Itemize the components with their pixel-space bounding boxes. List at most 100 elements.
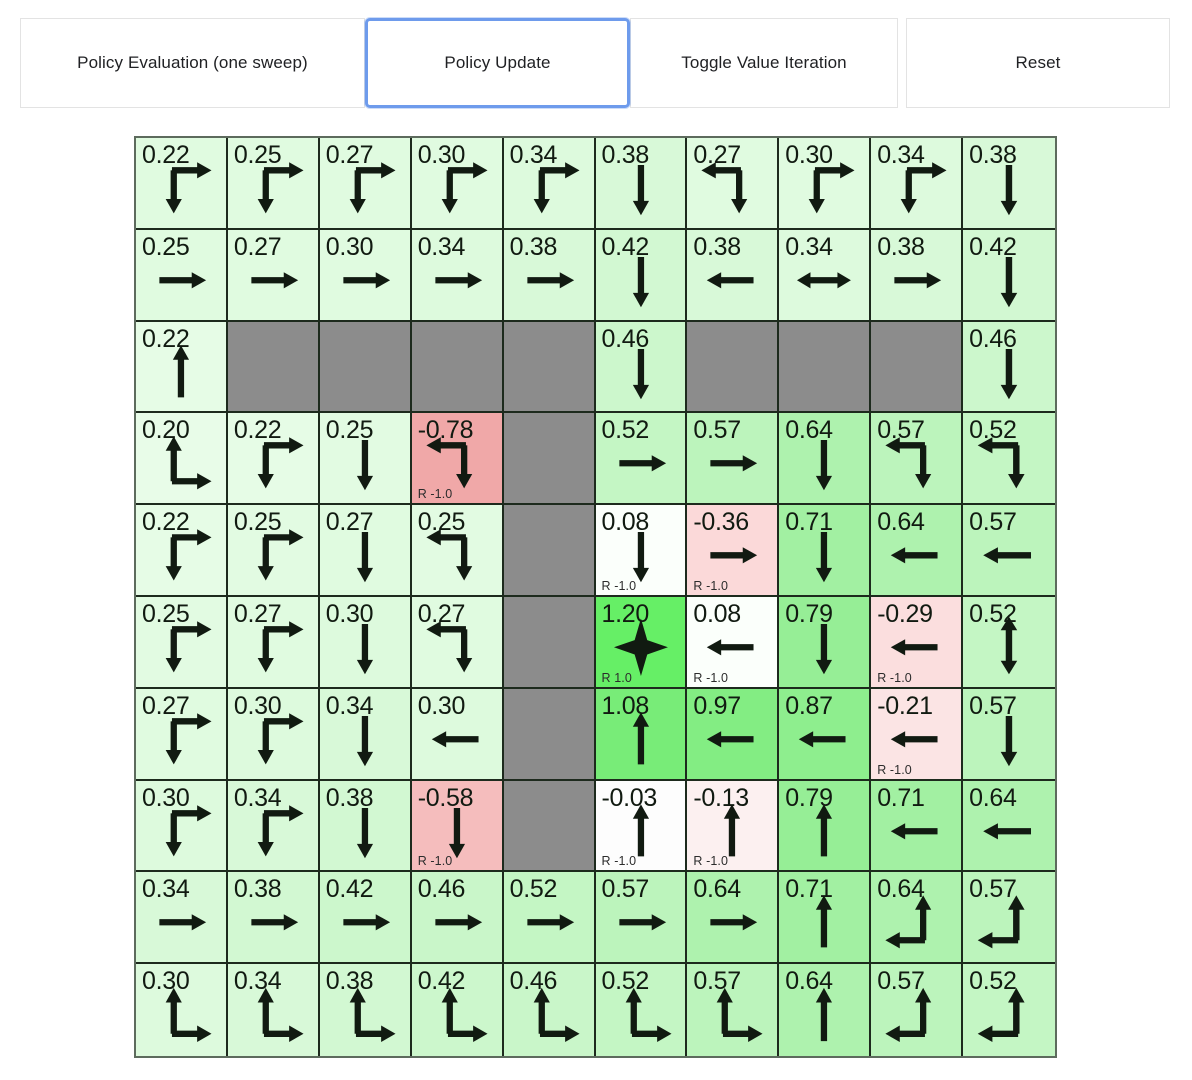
grid-cell[interactable]: 0.42: [963, 229, 1055, 322]
gridworld-grid[interactable]: 0.22 0.25 0.27 0.30 0.34 0.38 0.27 0.30 0.34 0.38…: [136, 138, 1055, 1056]
grid-cell[interactable]: 0.34: [227, 964, 320, 1056]
grid-cell[interactable]: 0.64: [687, 872, 780, 965]
grid-cell[interactable]: 0.30: [319, 597, 412, 689]
grid-cell-wall[interactable]: [319, 321, 412, 414]
policy-update-button[interactable]: Policy Update: [365, 18, 630, 108]
grid-cell[interactable]: 0.25: [227, 505, 320, 597]
grid-cell[interactable]: 0.34: [411, 229, 504, 322]
grid-cell[interactable]: 0.34: [779, 229, 872, 322]
grid-cell[interactable]: 1.20 R 1.0: [595, 597, 688, 689]
grid-cell[interactable]: -0.29 R -1.0: [871, 597, 964, 689]
grid-cell[interactable]: 0.64: [779, 964, 872, 1056]
grid-cell[interactable]: 0.57: [963, 688, 1055, 781]
grid-cell[interactable]: 0.38: [319, 964, 412, 1056]
grid-cell[interactable]: 0.30: [411, 138, 504, 230]
grid-cell[interactable]: 0.22: [136, 138, 228, 230]
grid-cell[interactable]: 0.87: [779, 688, 872, 781]
grid-cell[interactable]: -0.36 R -1.0: [687, 505, 780, 597]
grid-cell[interactable]: 0.25: [136, 597, 228, 689]
grid-cell[interactable]: 0.64: [871, 872, 964, 965]
grid-cell[interactable]: 0.38: [595, 138, 688, 230]
grid-cell[interactable]: 0.46: [595, 321, 688, 414]
grid-cell[interactable]: 0.25: [136, 229, 228, 322]
grid-cell[interactable]: 0.42: [319, 872, 412, 965]
grid-cell[interactable]: 0.52: [503, 872, 596, 965]
grid-cell[interactable]: 0.57: [963, 872, 1055, 965]
grid-cell[interactable]: 0.08 R -1.0: [687, 597, 780, 689]
grid-cell[interactable]: 0.27: [227, 229, 320, 322]
grid-cell[interactable]: 0.46: [963, 321, 1055, 414]
grid-cell[interactable]: 0.30: [779, 138, 872, 230]
grid-cell[interactable]: -0.78 R -1.0: [411, 413, 504, 506]
grid-cell[interactable]: 0.27: [411, 597, 504, 689]
toggle-value-iteration-button[interactable]: Toggle Value Iteration: [630, 18, 898, 108]
grid-cell[interactable]: 0.57: [963, 505, 1055, 597]
grid-cell[interactable]: 0.27: [687, 138, 780, 230]
grid-cell[interactable]: 0.64: [963, 780, 1055, 873]
grid-cell-wall[interactable]: [411, 321, 504, 414]
grid-cell[interactable]: 0.38: [227, 872, 320, 965]
grid-cell[interactable]: 0.52: [595, 413, 688, 506]
grid-cell[interactable]: 0.22: [227, 413, 320, 506]
grid-cell-wall[interactable]: [779, 321, 872, 414]
grid-cell[interactable]: 0.71: [779, 872, 872, 965]
grid-cell[interactable]: -0.03 R -1.0: [595, 780, 688, 873]
policy-evaluation-button[interactable]: Policy Evaluation (one sweep): [20, 18, 365, 108]
grid-cell[interactable]: 0.97: [687, 688, 780, 781]
grid-cell-wall[interactable]: [871, 321, 964, 414]
grid-cell[interactable]: 0.34: [227, 780, 320, 873]
grid-cell[interactable]: 0.42: [411, 964, 504, 1056]
grid-cell[interactable]: -0.13 R -1.0: [687, 780, 780, 873]
reset-button[interactable]: Reset: [906, 18, 1170, 108]
grid-cell[interactable]: 0.52: [963, 964, 1055, 1056]
grid-cell[interactable]: 0.38: [963, 138, 1055, 230]
grid-cell[interactable]: -0.58 R -1.0: [411, 780, 504, 873]
grid-cell-wall[interactable]: [503, 413, 596, 506]
grid-cell[interactable]: 0.57: [871, 964, 964, 1056]
grid-cell[interactable]: 0.38: [503, 229, 596, 322]
grid-cell[interactable]: 0.27: [227, 597, 320, 689]
grid-cell[interactable]: 0.30: [136, 964, 228, 1056]
grid-cell[interactable]: 0.57: [687, 964, 780, 1056]
grid-cell[interactable]: 0.34: [136, 872, 228, 965]
grid-cell[interactable]: 0.38: [319, 780, 412, 873]
grid-cell-wall[interactable]: [503, 321, 596, 414]
grid-cell[interactable]: 0.27: [319, 138, 412, 230]
grid-cell-wall[interactable]: [227, 321, 320, 414]
grid-cell[interactable]: 0.34: [871, 138, 964, 230]
grid-cell[interactable]: 0.08 R -1.0: [595, 505, 688, 597]
grid-cell[interactable]: 0.79: [779, 780, 872, 873]
grid-cell[interactable]: 0.42: [595, 229, 688, 322]
grid-cell-wall[interactable]: [503, 688, 596, 781]
grid-cell[interactable]: 0.46: [411, 872, 504, 965]
grid-cell[interactable]: 0.30: [319, 229, 412, 322]
grid-cell[interactable]: 0.38: [871, 229, 964, 322]
grid-cell[interactable]: 0.57: [687, 413, 780, 506]
grid-cell-wall[interactable]: [687, 321, 780, 414]
grid-cell[interactable]: 0.20: [136, 413, 228, 506]
grid-cell[interactable]: 0.27: [136, 688, 228, 781]
grid-cell[interactable]: 0.38: [687, 229, 780, 322]
grid-cell[interactable]: 0.22: [136, 505, 228, 597]
grid-cell[interactable]: 0.71: [779, 505, 872, 597]
grid-cell[interactable]: 0.34: [319, 688, 412, 781]
grid-cell[interactable]: 0.25: [227, 138, 320, 230]
grid-cell[interactable]: 0.30: [411, 688, 504, 781]
grid-cell-wall[interactable]: [503, 780, 596, 873]
grid-cell[interactable]: 0.64: [871, 505, 964, 597]
grid-cell[interactable]: 0.57: [595, 872, 688, 965]
grid-cell-wall[interactable]: [503, 597, 596, 689]
grid-cell[interactable]: 0.25: [411, 505, 504, 597]
grid-cell[interactable]: 0.52: [595, 964, 688, 1056]
grid-cell[interactable]: 0.34: [503, 138, 596, 230]
grid-cell[interactable]: 0.30: [227, 688, 320, 781]
grid-cell[interactable]: 1.08: [595, 688, 688, 781]
grid-cell[interactable]: 0.46: [503, 964, 596, 1056]
grid-cell[interactable]: 0.52: [963, 413, 1055, 506]
grid-cell[interactable]: 0.22: [136, 321, 228, 414]
grid-cell[interactable]: -0.21 R -1.0: [871, 688, 964, 781]
grid-cell[interactable]: 0.57: [871, 413, 964, 506]
grid-cell[interactable]: 0.64: [779, 413, 872, 506]
grid-cell[interactable]: 0.27: [319, 505, 412, 597]
grid-cell-wall[interactable]: [503, 505, 596, 597]
